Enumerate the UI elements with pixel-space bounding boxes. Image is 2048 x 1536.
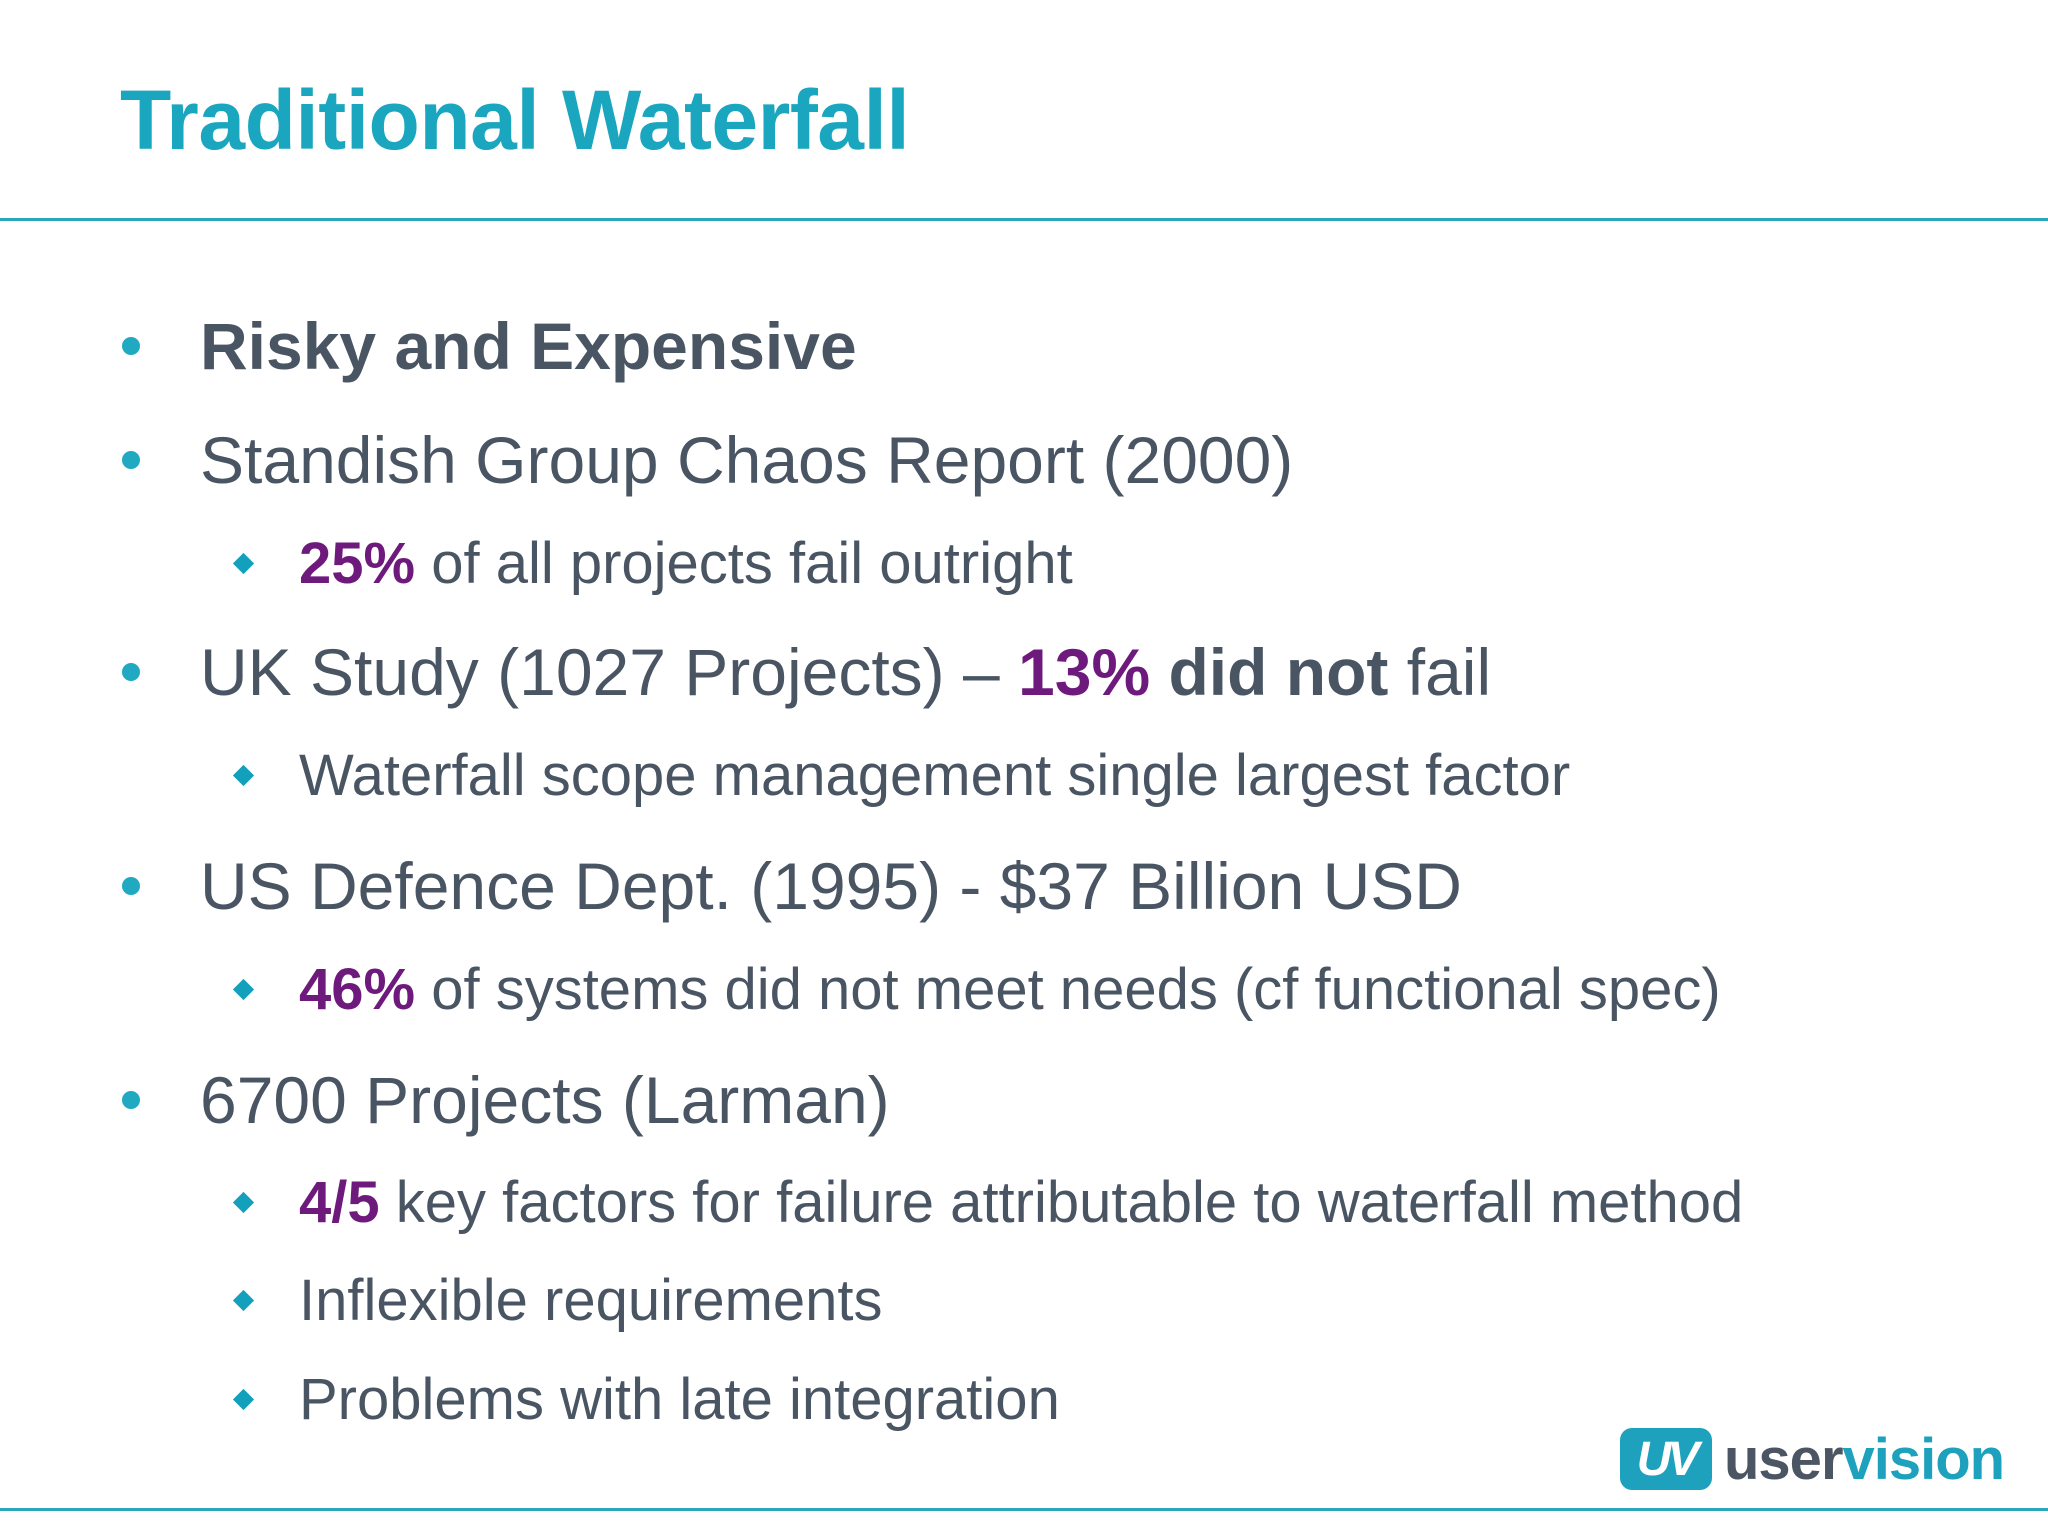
bullet-emphasis: did not <box>1150 635 1389 709</box>
highlight-value: 25% <box>299 530 416 596</box>
bullet-text: Waterfall scope management single larges… <box>299 742 1571 808</box>
bullet-dot-icon <box>122 877 140 895</box>
bullet-dot-icon <box>122 663 140 681</box>
subbullet-inflexible-requirements: Inflexible requirements <box>230 1255 883 1345</box>
subbullet-late-integration: Problems with late integration <box>230 1354 1060 1444</box>
uservision-logo: UV uservision <box>1620 1425 2025 1493</box>
slide-title: Traditional Waterfall <box>120 73 910 167</box>
bullet-dot-icon <box>122 451 140 469</box>
logo-wordmark: uservision <box>1724 1426 2006 1493</box>
bullet-text-tail: fail <box>1388 635 1492 709</box>
bullet-text: of all projects fail outright <box>415 530 1073 596</box>
highlight-value: 4/5 <box>299 1169 380 1235</box>
bullet-text: of systems did not meet needs (cf functi… <box>415 956 1721 1022</box>
diamond-bullet-icon <box>232 552 255 574</box>
bullet-dot-icon <box>122 1091 140 1109</box>
bullet-text: US Defence Dept. (1995) - $37 Billion US… <box>200 849 1462 923</box>
title-divider <box>0 218 2048 221</box>
diamond-bullet-icon <box>232 1388 255 1410</box>
diamond-bullet-icon <box>232 764 255 786</box>
diamond-bullet-icon <box>232 1289 255 1311</box>
bullet-text: UK Study (1027 Projects) – <box>200 635 1019 709</box>
subbullet-4-of-5: 4/5 key factors for failure attributable… <box>230 1157 1743 1247</box>
diamond-bullet-icon <box>232 978 255 1000</box>
bullet-risky-expensive: Risky and Expensive <box>122 296 857 396</box>
bullet-dot-icon <box>122 337 140 355</box>
bullet-text: Inflexible requirements <box>299 1267 883 1333</box>
diamond-bullet-icon <box>232 1191 255 1213</box>
bullet-text: key factors for failure attributable to … <box>379 1169 1744 1235</box>
bullet-uk-study: UK Study (1027 Projects) – 13% did not f… <box>122 622 1491 722</box>
bullet-text: Problems with late integration <box>299 1366 1060 1432</box>
bullet-6700-projects: 6700 Projects (Larman) <box>122 1050 890 1150</box>
footer-divider <box>0 1508 2048 1511</box>
bullet-text: Standish Group Chaos Report (2000) <box>200 423 1294 497</box>
logo-word-vision: vision <box>1842 1426 2006 1492</box>
bullet-standish-report: Standish Group Chaos Report (2000) <box>122 410 1293 510</box>
bullet-text: 6700 Projects (Larman) <box>200 1063 890 1137</box>
bullet-us-defence: US Defence Dept. (1995) - $37 Billion US… <box>122 836 1462 936</box>
subbullet-25-percent: 25% of all projects fail outright <box>230 518 1073 608</box>
subbullet-scope-management: Waterfall scope management single larges… <box>230 730 1570 820</box>
bullet-text: Risky and Expensive <box>200 309 857 383</box>
highlight-value: 46% <box>299 956 416 1022</box>
highlight-value: 13% <box>1018 635 1151 709</box>
subbullet-46-percent: 46% of systems did not meet needs (cf fu… <box>230 944 1721 1034</box>
logo-word-user: user <box>1724 1426 1844 1492</box>
uv-logo-icon: UV <box>1620 1428 1712 1490</box>
